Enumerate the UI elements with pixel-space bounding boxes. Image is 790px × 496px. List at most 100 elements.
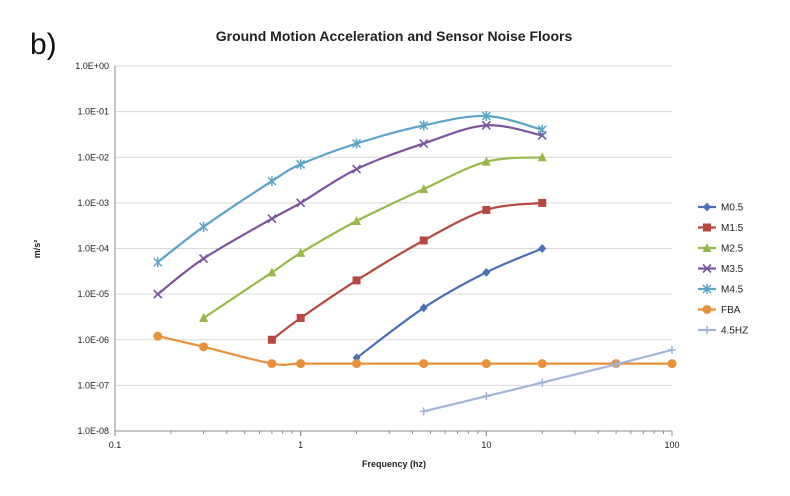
- series-m3-5-point: [351, 164, 362, 174]
- series-4-5hz: [419, 345, 676, 416]
- series-fba-point: [419, 359, 429, 369]
- series-m4-5-line: [157, 114, 543, 264]
- x-tick-label: 10: [481, 440, 491, 450]
- series-m3-5-point: [267, 214, 277, 224]
- series-m0-5-point: [419, 303, 428, 313]
- legend-marker: [702, 263, 712, 274]
- series-m3-5-line: [157, 124, 543, 295]
- legend-item-fba: FBA: [698, 305, 741, 316]
- series-m2-5: [199, 152, 547, 322]
- series-m4-5-point: [352, 138, 362, 149]
- y-tick-label: 1.0E-01: [77, 107, 109, 117]
- legend-item-m1-5: M1.5: [698, 223, 744, 234]
- series-4-5hz-point: [419, 407, 428, 416]
- series-m1-5: [267, 198, 547, 344]
- series-m3-5-point: [419, 138, 429, 149]
- y-tick-label: 1.0E-06: [77, 335, 109, 345]
- series-m1-5-point: [482, 205, 491, 214]
- legend-marker: [703, 223, 711, 232]
- series-m3-5-point: [153, 289, 163, 299]
- series-m2-5-point: [267, 267, 277, 277]
- y-tick-label: 1.0E-04: [77, 244, 109, 254]
- series-4-5hz-line: [423, 348, 673, 413]
- series-m1-5-point: [538, 198, 547, 207]
- legend-item-m3-5: M3.5: [698, 263, 744, 275]
- legend-marker: [703, 326, 711, 334]
- legend-label: FBA: [721, 305, 741, 316]
- series-m2-5-point: [419, 184, 429, 194]
- chart-title: Ground Motion Acceleration and Sensor No…: [216, 28, 573, 44]
- x-tick-label: 0.1: [109, 440, 122, 450]
- series-m0-5-point: [538, 244, 547, 253]
- y-tick-label: 1.0E-02: [77, 152, 109, 162]
- x-tick-label: 1: [298, 440, 303, 450]
- series-m0-5: [352, 244, 547, 363]
- series-m4-5-point: [296, 159, 306, 170]
- y-tick-label: 1.0E-03: [77, 198, 109, 208]
- series-fba: [153, 331, 677, 369]
- series-m4-5-point: [419, 120, 429, 131]
- plot-area: [153, 111, 677, 416]
- legend-label: M3.5: [721, 264, 744, 275]
- y-tick-label: 1.0E-05: [77, 289, 109, 299]
- series-fba-line: [157, 335, 672, 366]
- series-m4-5-point: [199, 221, 209, 232]
- series-m3-5-point: [296, 198, 306, 208]
- series-fba-point: [199, 342, 209, 352]
- series-m1-5-point: [352, 276, 361, 285]
- y-axis-title: m/s²: [32, 240, 42, 259]
- series-4-5hz-point: [668, 345, 676, 354]
- series-m0-5-point: [482, 267, 491, 277]
- y-tick-label: 1.0E-07: [77, 380, 109, 390]
- series-m3-5-point: [199, 254, 209, 264]
- series-m1-5-point: [419, 236, 428, 245]
- series-m4-5-point: [153, 257, 163, 268]
- series-m4-5-point: [537, 124, 547, 135]
- legend-item-m0-5: M0.5: [698, 202, 744, 214]
- legend: M0.5 M1.5 M2.5 M3.5 M4.5 FBA 4.5HZ: [698, 202, 748, 337]
- x-tick-label: 100: [664, 440, 679, 450]
- series-m2-5-point: [199, 312, 209, 322]
- series-m3-5-point: [481, 120, 491, 130]
- y-tick-label: 1.0E-08: [77, 426, 109, 436]
- series-fba-point: [537, 359, 547, 369]
- series-fba-point: [296, 359, 306, 369]
- legend-item-m2-5: M2.5: [698, 243, 744, 255]
- series-fba-point: [352, 359, 362, 369]
- tick-labels: 1.0E-08 1.0E-07 1.0E-06 1.0E-05 1.0E-04 1.0E-…: [75, 61, 679, 450]
- series-4-5hz-point: [612, 360, 621, 369]
- series-m2-5-point: [537, 152, 547, 162]
- legend-marker: [703, 202, 711, 212]
- legend-marker: [702, 284, 712, 294]
- x-axis-title: Frequency (hz): [362, 459, 426, 469]
- series-m4-5-point: [267, 176, 277, 187]
- series-m2-5-point: [481, 156, 491, 166]
- legend-item-m4-5: M4.5: [698, 284, 744, 296]
- series-m1-5-point: [296, 313, 305, 322]
- grid: [115, 65, 672, 432]
- series-fba-point: [267, 359, 277, 369]
- series-m4-5: [153, 111, 547, 268]
- panel-label: b): [30, 28, 57, 61]
- legend-label: M4.5: [721, 285, 744, 296]
- legend-label: M2.5: [721, 244, 744, 255]
- series-fba-point: [481, 359, 491, 369]
- legend-label: M1.5: [721, 223, 744, 234]
- series-4-5hz-point: [538, 378, 547, 387]
- axes: [114, 66, 673, 436]
- series-m1-5-point: [267, 335, 276, 344]
- series-fba-point: [153, 331, 163, 341]
- series-4-5hz-point: [482, 392, 491, 401]
- legend-label: M0.5: [721, 203, 744, 214]
- series-m2-5-point: [296, 247, 306, 257]
- legend-label: 4.5HZ: [721, 326, 748, 337]
- legend-marker: [702, 305, 712, 314]
- series-m0-5-line: [355, 247, 543, 359]
- legend-marker: [702, 243, 712, 252]
- series-m2-5-point: [352, 216, 362, 226]
- y-tick-label: 1.0E+00: [75, 61, 109, 71]
- legend-item-4-5hz: 4.5HZ: [698, 326, 748, 337]
- series-fba-point: [667, 359, 677, 369]
- series-m4-5-point: [481, 111, 491, 122]
